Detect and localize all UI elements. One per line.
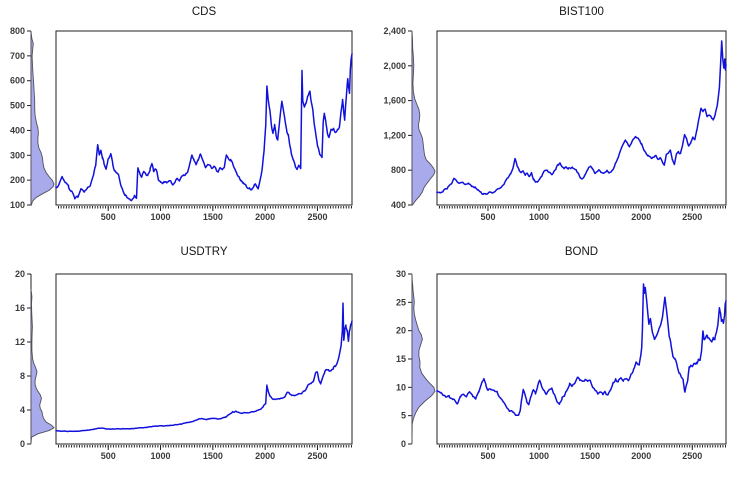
y-axis: 100 200 300 400 500 600 700 800 (10, 26, 32, 210)
x-tick-label: 2000 (255, 212, 275, 222)
y-tick-label: 600 (10, 76, 25, 86)
y-axis: 400 800 1,200 1,600 2,000 2,400 (383, 26, 413, 210)
series-line (55, 53, 353, 202)
y-tick-label: 700 (10, 51, 25, 61)
y-tick-label: 100 (10, 200, 25, 210)
marginal-density (411, 30, 436, 206)
y-tick-label: 400 (10, 125, 25, 135)
y-tick-label: 800 (391, 165, 406, 175)
y-tick-label: 2,000 (383, 61, 406, 71)
x-tick-label: 2500 (682, 212, 702, 222)
chart-panel: 0 5 10 15 20 25 30 500 1000 1500 2000 2500 BOND (369, 240, 738, 479)
chart-panel: 0 4 8 12 16 20 500 1000 1500 2000 2500 USDTRY (0, 240, 369, 479)
y-tick-label: 30 (396, 269, 406, 279)
chart-canvas: 100 200 300 400 500 600 700 800 500 1000 1500 2000 2… (10, 6, 353, 222)
x-tick-label: 1500 (580, 212, 600, 222)
x-tick-label: 1000 (151, 451, 171, 461)
x-tick-label: 1500 (580, 451, 600, 461)
x-axis: 500 1000 1500 2000 2500 (58, 206, 352, 222)
marginal-density (30, 30, 55, 206)
chart-plot-area: 0 4 8 12 16 20 500 1000 1500 2000 2500 (15, 269, 353, 461)
x-tick-label: 1500 (203, 451, 223, 461)
y-tick-label: 300 (10, 150, 25, 160)
x-axis: 500 1000 1500 2000 2500 (438, 206, 726, 222)
x-axis: 500 1000 1500 2000 2500 (438, 445, 726, 461)
y-tick-label: 25 (396, 297, 406, 307)
x-tick-label: 2000 (631, 212, 651, 222)
y-tick-label: 200 (10, 175, 25, 185)
series-line (55, 302, 353, 433)
chart-panel: 100 200 300 400 500 600 700 800 500 1000 1500 2000 2… (0, 0, 369, 240)
y-tick-label: 4 (20, 405, 25, 415)
chart-panel: 400 800 1,200 1,600 2,000 2,400 500 1000 1500 200… (369, 0, 738, 240)
marginal-density (411, 273, 436, 445)
y-tick-label: 400 (391, 200, 406, 210)
x-tick-label: 2500 (307, 451, 327, 461)
x-tick-label: 2000 (631, 451, 651, 461)
y-tick-label: 1,600 (383, 96, 406, 106)
x-tick-label: 500 (480, 451, 495, 461)
chart-plot-area: 100 200 300 400 500 600 700 800 500 1000 1500 2000 2… (10, 26, 353, 222)
plot-frame (436, 30, 727, 206)
marginal-density (30, 289, 55, 445)
y-tick-label: 15 (396, 354, 406, 364)
chart-plot-area: 400 800 1,200 1,600 2,000 2,400 500 1000 1500 200… (383, 26, 727, 222)
y-tick-label: 500 (10, 101, 25, 111)
chart-canvas: 400 800 1,200 1,600 2,000 2,400 500 1000 1500 200… (383, 6, 727, 222)
chart-title: USDTRY (180, 246, 227, 258)
x-tick-label: 2500 (307, 212, 327, 222)
y-tick-label: 16 (15, 303, 25, 313)
chart-canvas: 0 4 8 12 16 20 500 1000 1500 2000 2500 USDTRY (15, 246, 353, 461)
plot-frame (55, 30, 353, 206)
x-tick-label: 500 (480, 212, 495, 222)
x-tick-label: 2500 (682, 451, 702, 461)
chart-plot-area: 0 5 10 15 20 25 30 500 1000 1500 2000 2500 (396, 269, 727, 461)
series-line (436, 283, 727, 417)
series-line (436, 40, 727, 196)
x-tick-label: 1000 (151, 212, 171, 222)
chart-canvas: 0 5 10 15 20 25 30 500 1000 1500 2000 2500 BOND (396, 246, 727, 461)
chart-title: BOND (565, 246, 598, 258)
x-tick-label: 1500 (203, 212, 223, 222)
x-tick-label: 2000 (255, 451, 275, 461)
y-tick-label: 8 (20, 371, 25, 381)
plot-frame (436, 273, 727, 445)
y-tick-label: 800 (10, 26, 25, 36)
x-axis: 500 1000 1500 2000 2500 (58, 445, 352, 461)
y-tick-label: 12 (15, 337, 25, 347)
x-tick-label: 500 (101, 212, 116, 222)
plot-frame (55, 273, 353, 445)
chart-title: BIST100 (559, 6, 604, 18)
y-tick-label: 20 (396, 326, 406, 336)
y-tick-label: 1,200 (383, 130, 406, 140)
chart-title: CDS (192, 6, 217, 18)
y-tick-label: 10 (396, 382, 406, 392)
y-tick-label: 2,400 (383, 26, 406, 36)
x-tick-label: 500 (101, 451, 116, 461)
y-tick-label: 0 (20, 439, 25, 449)
y-axis: 0 5 10 15 20 25 30 (396, 269, 413, 449)
x-tick-label: 1000 (529, 451, 549, 461)
y-tick-label: 0 (401, 439, 406, 449)
y-tick-label: 20 (15, 269, 25, 279)
y-axis: 0 4 8 12 16 20 (15, 269, 32, 449)
x-tick-label: 1000 (529, 212, 549, 222)
y-tick-label: 5 (401, 411, 406, 421)
